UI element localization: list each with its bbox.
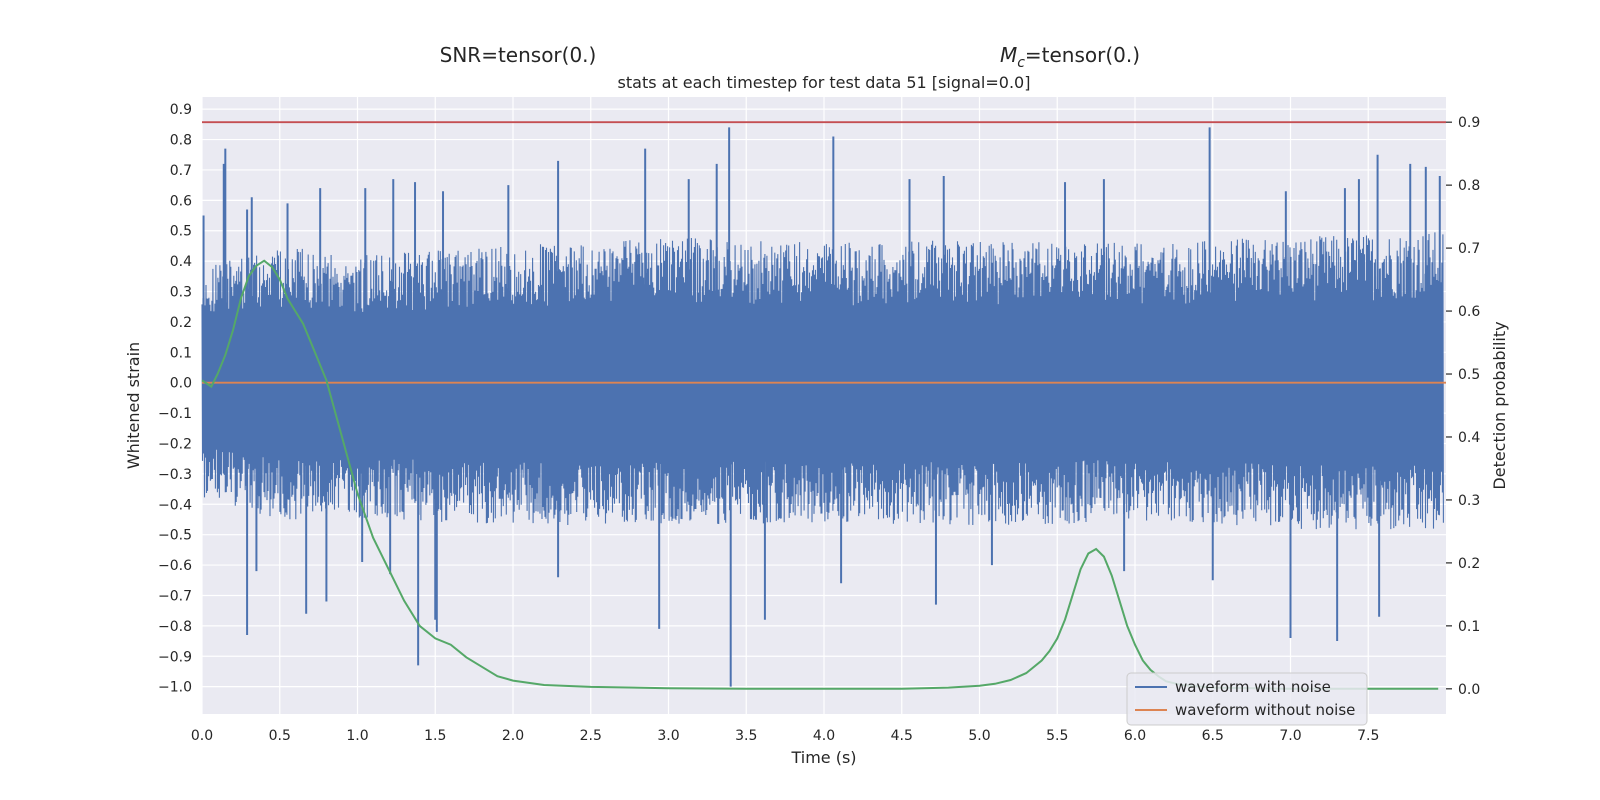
- x-tick-label: 4.0: [813, 728, 835, 744]
- y-tick-label: −0.3: [158, 467, 192, 483]
- y-tick-label: 0.9: [170, 102, 192, 118]
- series-waveform-with-noise: [201, 127, 1444, 687]
- y2-tick-label: 0.1: [1458, 619, 1480, 635]
- x-tick-label: 5.0: [968, 728, 990, 744]
- suptitle-mc-value: =tensor(0.): [1025, 43, 1140, 67]
- suptitle-mc-symbol: M: [1000, 43, 1017, 67]
- y-tick-label: −0.5: [158, 528, 192, 544]
- suptitle-mc-subscript: c: [1017, 55, 1025, 71]
- y-tick-label: −0.9: [158, 649, 192, 665]
- x-tick-label: 5.5: [1046, 728, 1068, 744]
- y-tick-label: −1.0: [158, 680, 192, 696]
- y-tick-label: 0.7: [170, 163, 192, 179]
- suptitle-mc: Mc=tensor(0.): [1000, 43, 1140, 71]
- y2-tick-label: 0.9: [1458, 115, 1480, 131]
- x-tick-label: 7.5: [1357, 728, 1379, 744]
- y-axis-ticks: 0.9 0.8 0.7 0.6 0.5 0.4 0.3 0.2 0.1 0.0 −0.1 −0.2 −0…: [158, 102, 192, 695]
- y-tick-label: −0.2: [158, 436, 192, 452]
- y-tick-label: 0.8: [170, 133, 192, 149]
- chart-title: stats at each timestep for test data 51 …: [618, 73, 1031, 92]
- y2-axis-label: Detection probability: [1490, 321, 1509, 489]
- y2-tick-label: 0.0: [1458, 682, 1480, 698]
- suptitle-snr-text: SNR=tensor(0.): [440, 43, 597, 67]
- x-tick-label: 3.0: [657, 728, 679, 744]
- x-tick-label: 3.5: [735, 728, 757, 744]
- legend: waveform with noise waveform without nois…: [1126, 672, 1368, 726]
- x-tick-label: 6.5: [1202, 728, 1224, 744]
- y2-axis-ticks: 0.9 0.8 0.7 0.6 0.5 0.4 0.3 0.2 0.1 0.0: [1446, 115, 1480, 698]
- legend-box: [1126, 672, 1368, 726]
- y2-tick-label: 0.7: [1458, 241, 1480, 257]
- x-tick-label: 7.0: [1279, 728, 1301, 744]
- x-tick-label: 2.5: [580, 728, 602, 744]
- y-tick-label: 0.0: [170, 376, 192, 392]
- y-tick-label: −0.4: [158, 497, 192, 513]
- x-axis-ticks: 0.0 0.5 1.0 1.5 2.0 2.5 3.0 3.5 4.0 4.5 5.0 5.5 6.0 6…: [191, 728, 1380, 744]
- y-tick-label: 0.5: [170, 224, 192, 240]
- y-tick-label: −0.1: [158, 406, 192, 422]
- y2-tick-label: 0.2: [1458, 556, 1480, 572]
- y-tick-label: 0.4: [170, 254, 192, 270]
- y-axis-label: Whitened strain: [124, 342, 143, 469]
- y-tick-label: −0.8: [158, 619, 192, 635]
- y2-tick-label: 0.8: [1458, 178, 1480, 194]
- x-tick-label: 4.5: [891, 728, 913, 744]
- x-axis-label: Time (s): [790, 748, 856, 767]
- x-tick-label: 0.0: [191, 728, 213, 744]
- x-tick-label: 1.0: [346, 728, 368, 744]
- y-tick-label: 0.3: [170, 285, 192, 301]
- y-tick-label: 0.2: [170, 315, 192, 331]
- series-detection-probability: [201, 259, 1439, 690]
- y2-tick-label: 0.6: [1458, 304, 1480, 320]
- x-tick-label: 6.0: [1124, 728, 1146, 744]
- y-tick-label: 0.1: [170, 345, 192, 361]
- x-tick-label: 0.5: [269, 728, 291, 744]
- y-tick-label: −0.7: [158, 588, 192, 604]
- y2-tick-label: 0.5: [1458, 367, 1480, 383]
- suptitle-snr: SNR=tensor(0.): [440, 43, 597, 67]
- legend-label: waveform without noise: [1175, 701, 1355, 719]
- y2-tick-label: 0.3: [1458, 493, 1480, 509]
- x-tick-label: 1.5: [424, 728, 446, 744]
- y2-tick-label: 0.4: [1458, 430, 1480, 446]
- x-tick-label: 2.0: [502, 728, 524, 744]
- y-tick-label: 0.6: [170, 193, 192, 209]
- legend-label: waveform with noise: [1175, 678, 1331, 696]
- series-waveform-with-noise-line: [201, 232, 1444, 530]
- y-tick-label: −0.6: [158, 558, 192, 574]
